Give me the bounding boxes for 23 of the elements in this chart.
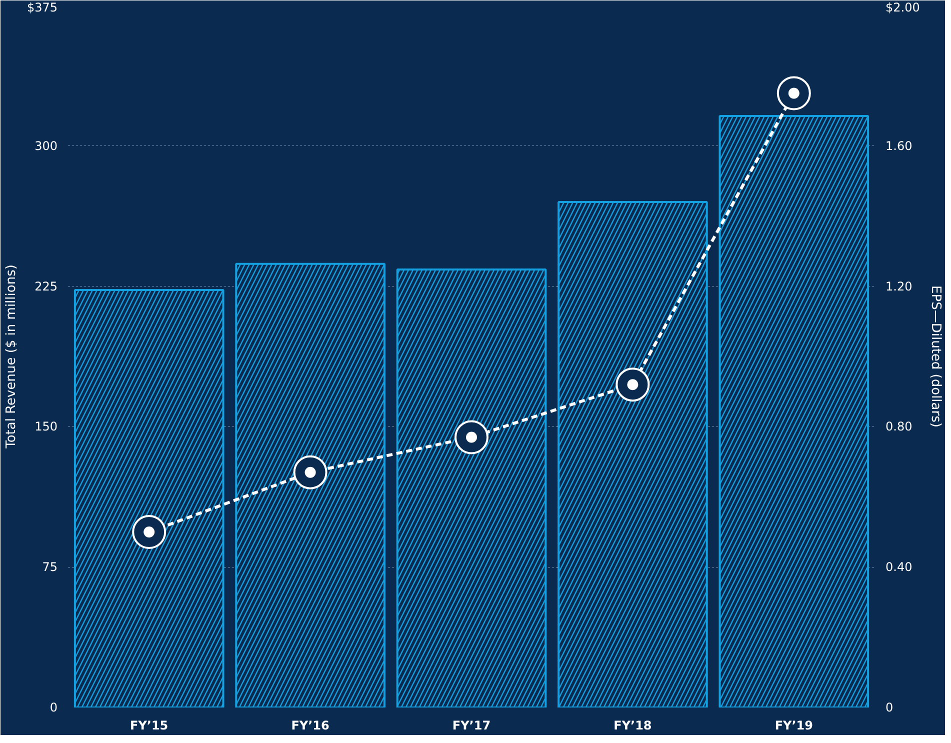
point <box>293 455 328 490</box>
y2-tick-label: 1.60 <box>886 138 912 153</box>
y-tick-label: $375 <box>26 0 58 14</box>
x-tick-label: FY’19 <box>774 718 813 732</box>
y2-axis-title: EPS—Diluted (dollars) <box>928 286 943 428</box>
x-tick-label: FY’17 <box>452 718 491 732</box>
y-tick-label: 150 <box>34 420 58 434</box>
point <box>616 368 650 402</box>
y-tick-label: 300 <box>34 138 58 153</box>
y-tick-label: 0 <box>50 700 58 714</box>
x-tick-label: FY’15 <box>130 718 168 732</box>
y2-tick-label: $2.00 <box>886 0 920 14</box>
y2-tick-label: 0 <box>886 700 894 714</box>
y-tick-label: 75 <box>42 560 58 574</box>
x-tick-label: FY’16 <box>291 718 330 732</box>
y-tick-label: 225 <box>34 279 58 294</box>
point <box>132 515 166 549</box>
y-axis-title: Total Revenue ($ in millions) <box>4 264 19 450</box>
point <box>454 420 488 454</box>
y2-tick-label: 0.40 <box>886 560 912 574</box>
y2-tick-label: 1.20 <box>886 279 912 294</box>
y2-tick-label: 0.80 <box>886 420 912 434</box>
x-tick-label: FY’18 <box>614 718 652 732</box>
